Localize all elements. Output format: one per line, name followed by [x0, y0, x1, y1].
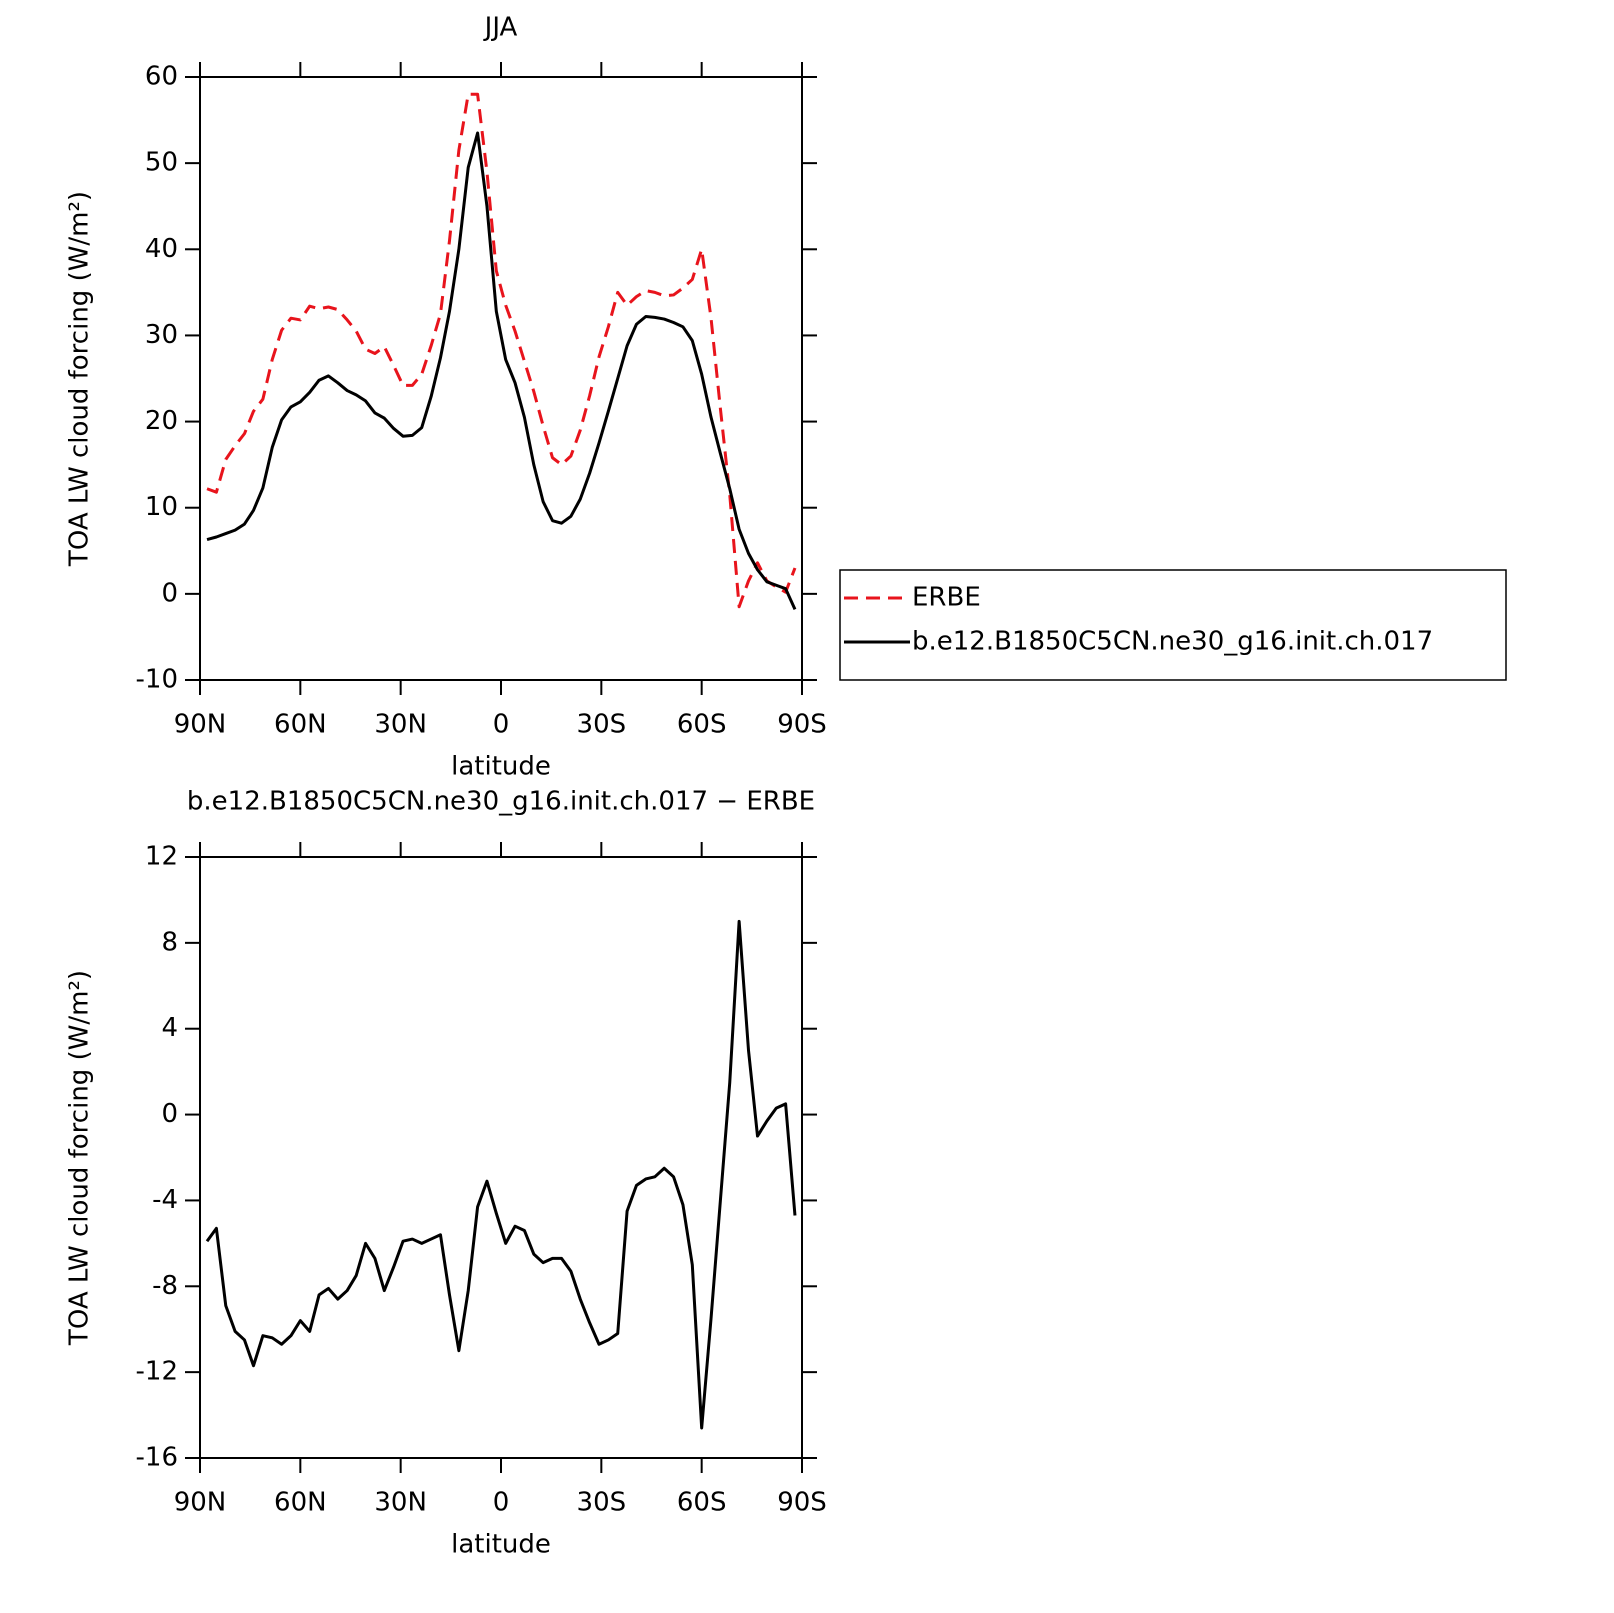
y-tick-label: 12 — [145, 842, 178, 872]
chart-title: JJA — [483, 13, 518, 43]
y-axis-label: TOA LW cloud forcing (W/m²) — [65, 970, 95, 1346]
legend-label: ERBE — [912, 583, 981, 613]
y-tick-label: 8 — [161, 927, 178, 957]
x-tick-label: 30N — [374, 710, 427, 740]
y-tick-label: 30 — [145, 320, 178, 350]
y-tick-label: -10 — [136, 665, 178, 695]
data-line — [205, 919, 797, 1430]
x-tick-label: 0 — [493, 1488, 510, 1518]
y-tick-label: 40 — [145, 234, 178, 264]
x-tick-label: 90S — [777, 1488, 827, 1518]
y-tick-label: 60 — [145, 62, 178, 92]
y-tick-label: -4 — [152, 1185, 178, 1215]
x-tick-label: 30S — [577, 1488, 627, 1518]
x-tick-label: 30S — [577, 710, 627, 740]
y-tick-label: 20 — [145, 406, 178, 436]
x-tick-label: 60S — [677, 1488, 727, 1518]
y-tick-label: 10 — [145, 492, 178, 522]
y-tick-label: 4 — [161, 1013, 178, 1043]
chart-title: b.e12.B1850C5CN.ne30_g16.init.ch.017 − E… — [187, 787, 815, 817]
x-tick-label: 0 — [493, 710, 510, 740]
plot-frame — [199, 856, 803, 1459]
y-tick-label: 0 — [161, 1099, 178, 1129]
x-axis-label: latitude — [451, 1530, 551, 1560]
y-tick-label: -16 — [136, 1443, 178, 1473]
y-axis-label: TOA LW cloud forcing (W/m²) — [65, 191, 95, 567]
x-tick-label: 90N — [174, 710, 227, 740]
x-axis-label: latitude — [451, 752, 551, 782]
x-tick-label: 60S — [677, 710, 727, 740]
legend-box — [839, 569, 1507, 681]
x-tick-label: 30N — [374, 1488, 427, 1518]
x-tick-label: 90S — [777, 710, 827, 740]
data-line — [206, 92, 797, 609]
x-tick-label: 60N — [274, 710, 327, 740]
x-tick-label: 90N — [174, 1488, 227, 1518]
x-tick-label: 60N — [274, 1488, 327, 1518]
legend-label: b.e12.B1850C5CN.ne30_g16.init.ch.017 — [912, 627, 1433, 657]
plot-frame — [199, 76, 803, 681]
y-tick-label: -8 — [152, 1271, 178, 1301]
data-line — [206, 131, 797, 610]
y-tick-label: -12 — [136, 1357, 178, 1387]
y-tick-label: 0 — [161, 578, 178, 608]
y-tick-label: 50 — [145, 148, 178, 178]
